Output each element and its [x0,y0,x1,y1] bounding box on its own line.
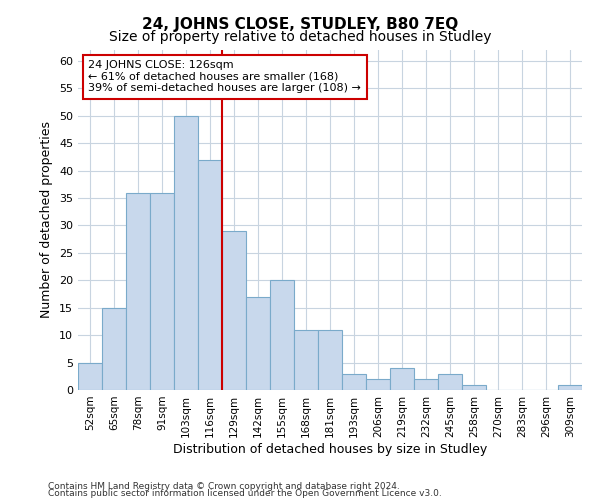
Bar [150,192,174,390]
Bar [462,384,486,390]
Bar [246,297,270,390]
Bar [342,374,366,390]
Bar [78,362,102,390]
Bar [174,116,198,390]
Bar [102,308,126,390]
Bar [294,330,318,390]
Text: 24 JOHNS CLOSE: 126sqm
← 61% of detached houses are smaller (168)
39% of semi-de: 24 JOHNS CLOSE: 126sqm ← 61% of detached… [88,60,361,94]
Bar [438,374,462,390]
Bar [414,379,438,390]
Y-axis label: Number of detached properties: Number of detached properties [40,122,53,318]
Text: Size of property relative to detached houses in Studley: Size of property relative to detached ho… [109,30,491,44]
Bar [318,330,342,390]
Bar [198,160,222,390]
Bar [126,192,150,390]
Bar [270,280,294,390]
Bar [390,368,414,390]
X-axis label: Distribution of detached houses by size in Studley: Distribution of detached houses by size … [173,442,487,456]
Text: Contains public sector information licensed under the Open Government Licence v3: Contains public sector information licen… [48,490,442,498]
Text: 24, JOHNS CLOSE, STUDLEY, B80 7EQ: 24, JOHNS CLOSE, STUDLEY, B80 7EQ [142,18,458,32]
Bar [558,384,582,390]
Bar [366,379,390,390]
Text: Contains HM Land Registry data © Crown copyright and database right 2024.: Contains HM Land Registry data © Crown c… [48,482,400,491]
Bar [222,231,246,390]
